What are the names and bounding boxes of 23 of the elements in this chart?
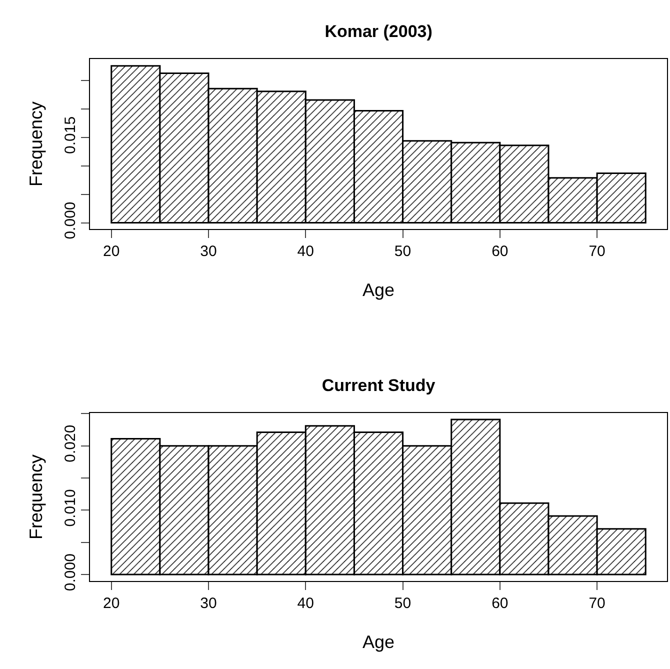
- y-tick-label: 0.000: [62, 554, 79, 592]
- x-tick-label: 30: [200, 243, 217, 260]
- x-tick-label: 70: [588, 243, 606, 260]
- y-tick-label: 0.015: [62, 116, 79, 154]
- x-tick-label: 30: [200, 595, 217, 612]
- chart-title: Current Study: [322, 376, 436, 395]
- x-tick-label: 20: [103, 243, 120, 260]
- x-tick-label: 20: [103, 595, 120, 612]
- x-tick-label: 50: [394, 595, 412, 612]
- chart-title: Komar (2003): [324, 22, 432, 41]
- x-tick-label: 70: [588, 595, 606, 612]
- x-tick-label: 60: [492, 595, 508, 612]
- x-tick-label: 40: [297, 595, 314, 612]
- y-tick-label: 0.010: [62, 489, 79, 527]
- y-axis-title: Frequency: [26, 454, 46, 540]
- y-tick-label: 0.020: [62, 424, 79, 462]
- y-axis-title: Frequency: [26, 101, 46, 187]
- x-axis-title: Age: [362, 632, 395, 652]
- x-tick-label: 50: [394, 243, 412, 260]
- x-axis-title: Age: [362, 280, 395, 300]
- y-tick-label: 0.000: [62, 202, 79, 240]
- x-tick-label: 60: [492, 243, 508, 260]
- x-tick-label: 40: [297, 243, 314, 260]
